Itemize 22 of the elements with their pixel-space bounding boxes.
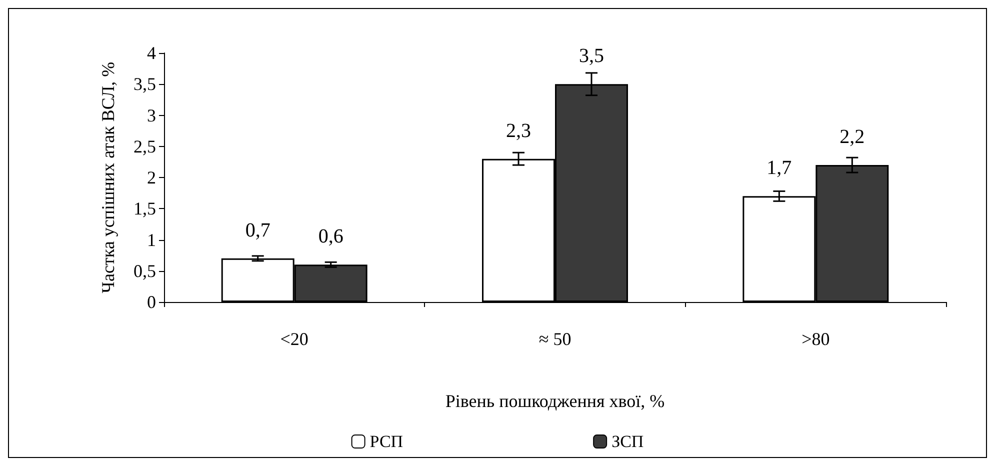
y-tick-label: 0	[147, 292, 156, 312]
data-label: 0,7	[245, 219, 270, 242]
y-tick-label: 2,5	[134, 136, 156, 156]
data-label: 0,6	[318, 226, 344, 248]
data-label: 2,2	[840, 126, 865, 148]
y-tick-label: 1,5	[134, 198, 156, 219]
data-label: 1,7	[766, 157, 792, 180]
x-tick-label: ≈ 50	[538, 329, 572, 349]
x-tick-label: >80	[802, 329, 830, 349]
y-tick-label: 0,5	[134, 260, 156, 281]
y-tick-label: 1	[147, 230, 156, 250]
y-tick-label: 3,5	[134, 74, 156, 94]
legend-label: ЗСП	[612, 432, 644, 451]
y-tick-label: 4	[147, 43, 156, 63]
y-tick-label: 3	[147, 105, 156, 126]
x-tick-label: <20	[280, 329, 308, 349]
data-label: 3,5	[578, 45, 604, 68]
x-axis-title: Рівень пошкодження хвої, %	[445, 391, 665, 411]
y-tick-label: 2	[147, 168, 156, 188]
y-axis-title: Частка успішних атак ВСЛ, %	[98, 62, 118, 294]
data-label: 2,3	[506, 120, 532, 142]
legend-label: РСП	[370, 432, 404, 451]
